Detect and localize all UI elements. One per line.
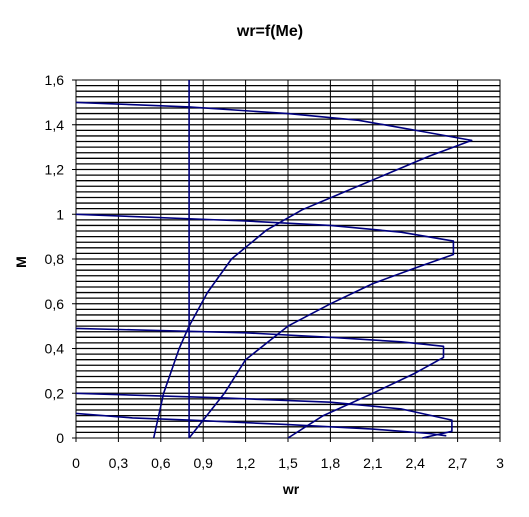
y-tick-label: 0,4 — [45, 341, 65, 357]
y-tick-label: 0,2 — [45, 385, 65, 401]
x-tick-label: 2,1 — [363, 455, 383, 471]
x-tick-label: 0,3 — [109, 455, 129, 471]
y-tick-label: 1,6 — [45, 72, 65, 88]
x-tick-label: 0,6 — [151, 455, 171, 471]
series-line-2 — [75, 213, 455, 439]
y-tick-label: 1 — [56, 206, 64, 222]
x-tick-label: 2,7 — [448, 455, 468, 471]
chart-title: wr=f(Me) — [236, 23, 303, 40]
data-series — [75, 80, 473, 439]
x-tick-label: 0,9 — [193, 455, 213, 471]
y-tick-label: 1,2 — [45, 162, 65, 178]
x-tick-label: 1,2 — [236, 455, 256, 471]
series-line-5 — [75, 412, 447, 437]
x-tick-labels: 0 0,3 0,6 0,9 1,2 1,5 1,8 2,1 2,4 2,7 3 — [72, 438, 504, 471]
x-tick-label: 1,5 — [278, 455, 298, 471]
x-axis-label: wr — [282, 481, 300, 497]
series-line-4 — [75, 392, 453, 439]
y-tick-label: 0 — [56, 430, 64, 446]
x-tick-label: 2,4 — [405, 455, 425, 471]
y-tick-label: 0,6 — [45, 296, 65, 312]
x-tick-label: 1,8 — [321, 455, 341, 471]
y-tick-labels: 0 0,2 0,4 0,6 0,8 1 1,2 1,4 1,6 — [45, 72, 76, 446]
y-tick-label: 1,4 — [45, 117, 65, 133]
x-tick-label: 3 — [496, 455, 504, 471]
series-line-1 — [75, 101, 473, 439]
y-axis-label: M — [13, 256, 29, 268]
y-tick-label: 0,8 — [45, 251, 65, 267]
x-tick-label: 0 — [72, 455, 80, 471]
